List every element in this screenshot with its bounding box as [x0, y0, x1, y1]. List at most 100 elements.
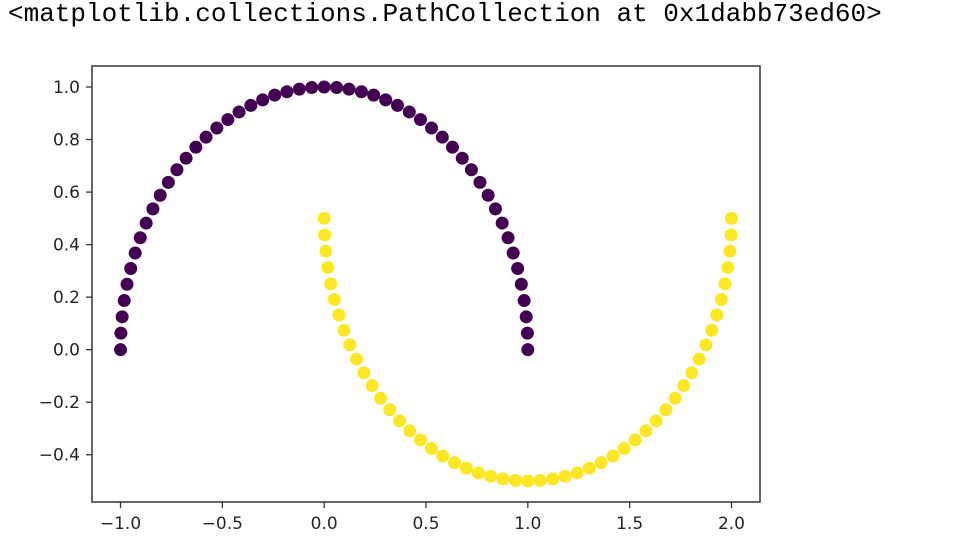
- scatter-point-series1: [146, 202, 160, 216]
- scatter-point-series2: [718, 277, 732, 291]
- scatter-point-series1: [117, 294, 131, 308]
- scatter-point-series2: [521, 474, 535, 488]
- scatter-point-series2: [617, 441, 631, 455]
- scatter-point-series2: [699, 338, 713, 352]
- scatter-point-series1: [506, 246, 520, 260]
- scatter-point-series1: [367, 88, 381, 102]
- scatter-point-series2: [570, 466, 584, 480]
- scatter-point-series2: [677, 379, 691, 393]
- scatter-point-series1: [124, 262, 138, 275]
- scatter-point-series2: [558, 469, 572, 483]
- scatter-point-series2: [319, 244, 333, 258]
- y-tick-label: 0.8: [53, 131, 80, 151]
- scatter-point-series1: [425, 121, 438, 135]
- y-tick-label: 0.4: [53, 236, 80, 256]
- scatter-point-series1: [317, 80, 331, 94]
- scatter-point-series1: [501, 231, 515, 245]
- scatter-point-series2: [324, 277, 338, 291]
- x-tick-label: 0.5: [412, 514, 439, 534]
- scatter-point-series1: [481, 188, 495, 202]
- scatter-point-series1: [221, 113, 235, 127]
- data-points: [114, 80, 738, 488]
- y-tick-label: 0.6: [53, 183, 80, 203]
- x-axis-ticks: −1.0 −0.5 0.0 0.5 1.0 1.5 2.0: [100, 502, 745, 534]
- scatter-point-series2: [350, 352, 364, 366]
- scatter-point-series1: [464, 163, 478, 177]
- scatter-point-series2: [496, 472, 510, 486]
- y-tick-label: 0.2: [53, 288, 80, 308]
- scatter-point-series1: [244, 98, 258, 112]
- scatter-point-series2: [374, 391, 388, 405]
- scatter-point-series1: [511, 262, 525, 275]
- scatter-point-series2: [327, 293, 341, 306]
- scatter-point-series2: [668, 391, 682, 405]
- scatter-point-series2: [723, 244, 737, 258]
- scatter-point-series2: [724, 211, 738, 225]
- scatter-point-series1: [170, 163, 184, 177]
- scatter-point-series1: [495, 216, 509, 230]
- scatter-point-series1: [435, 130, 449, 144]
- scatter-point-series1: [379, 93, 393, 107]
- scatter-point-series2: [318, 228, 332, 242]
- scatter-point-series2: [721, 260, 735, 274]
- scatter-point-series2: [705, 323, 719, 337]
- scatter-point-series1: [517, 294, 531, 308]
- scatter-point-series1: [414, 113, 427, 127]
- scatter-point-series1: [280, 85, 294, 99]
- scatter-point-series1: [445, 140, 459, 154]
- scatter-point-series1: [115, 310, 129, 324]
- scatter-point-series1: [342, 82, 356, 96]
- scatter-point-series2: [425, 441, 438, 455]
- scatter-point-series2: [471, 466, 485, 480]
- scatter-point-series2: [365, 379, 379, 393]
- scatter-point-series2: [484, 469, 498, 483]
- scatter-point-series1: [153, 188, 167, 202]
- scatter-point-series1: [488, 202, 502, 216]
- scatter-point-series2: [582, 461, 596, 475]
- scatter-point-series2: [692, 352, 706, 366]
- scatter-point-series1: [305, 81, 319, 95]
- scatter-point-series1: [199, 130, 213, 144]
- scatter-point-series2: [393, 414, 407, 428]
- scatter-point-series2: [606, 449, 620, 463]
- x-tick-label: −0.5: [202, 514, 243, 534]
- scatter-point-series2: [508, 473, 522, 487]
- scatter-point-series1: [161, 175, 175, 189]
- scatter-point-series1: [520, 326, 534, 340]
- scatter-point-series2: [317, 211, 331, 225]
- scatter-point-series2: [403, 424, 417, 438]
- scatter-point-series2: [594, 456, 608, 470]
- scatter-point-series1: [139, 216, 153, 230]
- y-tick-label: 0.0: [53, 341, 80, 361]
- scatter-point-series1: [292, 82, 306, 96]
- x-tick-label: 1.0: [514, 514, 541, 534]
- x-tick-label: 0.0: [311, 514, 338, 534]
- x-tick-label: 1.5: [616, 514, 643, 534]
- scatter-point-series1: [514, 277, 528, 291]
- scatter-point-series1: [473, 175, 487, 189]
- x-tick-label: 2.0: [718, 514, 745, 534]
- scatter-point-series2: [649, 414, 663, 428]
- scatter-point-series1: [114, 343, 128, 357]
- scatter-point-series2: [436, 449, 450, 463]
- scatter-point-series2: [546, 472, 560, 486]
- scatter-point-series1: [256, 93, 270, 107]
- scatter-point-series1: [455, 151, 469, 165]
- scatter-point-series1: [354, 85, 368, 99]
- scatter-point-series2: [357, 366, 371, 380]
- cell-output-text: <matplotlib.collections.PathCollection a…: [8, 0, 882, 29]
- scatter-point-series2: [383, 403, 397, 417]
- y-tick-label: −0.2: [39, 393, 80, 413]
- scatter-point-series1: [189, 140, 203, 154]
- x-tick-label: −1.0: [100, 514, 141, 534]
- scatter-point-series1: [128, 246, 142, 260]
- scatter-point-series1: [390, 98, 404, 112]
- scatter-point-series1: [179, 151, 193, 165]
- scatter-point-series2: [659, 403, 673, 417]
- scatter-point-series2: [321, 260, 335, 274]
- y-tick-label: 1.0: [53, 78, 80, 98]
- scatter-point-series2: [639, 424, 653, 438]
- scatter-point-series1: [133, 231, 147, 245]
- scatter-point-series2: [414, 433, 427, 447]
